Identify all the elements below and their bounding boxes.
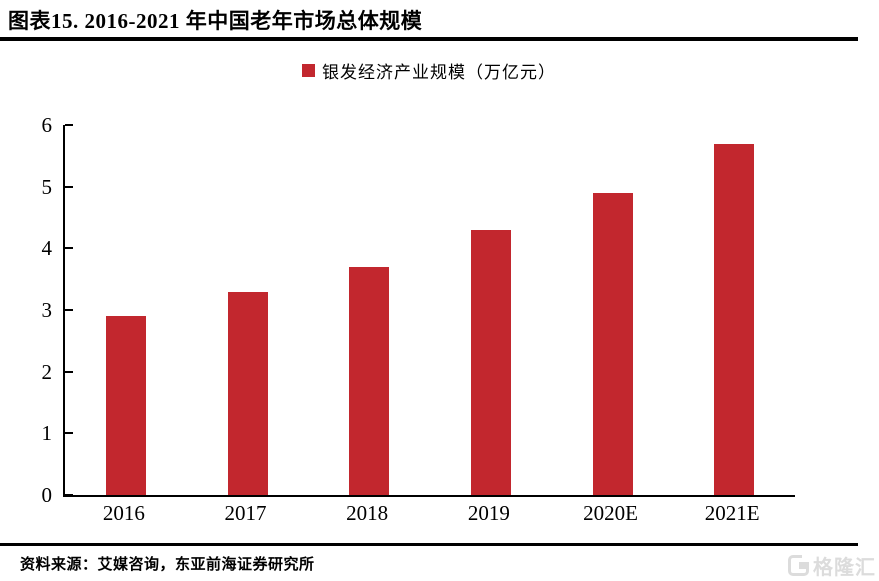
bar-2021E: [714, 143, 755, 495]
watermark-label: 格隆汇: [813, 557, 876, 579]
y-axis-tick-label: 6: [41, 113, 53, 137]
bar-2019: [470, 229, 511, 495]
y-axis-tick-mark: [65, 309, 73, 311]
bar-2018: [349, 266, 390, 495]
x-axis-tick-label: 2018: [346, 501, 389, 525]
y-axis-tick-label: 3: [41, 298, 53, 322]
y-axis-tick-mark: [65, 124, 73, 126]
figure-title: 图表15. 2016-2021 年中国老年市场总体规模: [8, 9, 423, 33]
x-axis-tick-label: 2016: [102, 501, 145, 525]
watermark: 格隆汇: [788, 551, 876, 580]
y-axis-tick-label: 4: [41, 236, 53, 261]
x-axis-tick-label: 2020E: [583, 501, 638, 525]
y-axis-tick-mark: [65, 247, 73, 250]
y-axis-tick-label: 5: [41, 174, 53, 199]
x-axis-tick-label: 2021E: [704, 501, 760, 525]
bar-series: [65, 125, 795, 495]
legend-swatch-icon: [302, 64, 315, 77]
bar-2017: [227, 291, 268, 495]
gelonghui-logo-bar: [799, 562, 807, 569]
y-axis-tick-label: 2: [41, 359, 53, 384]
footer-divider: [0, 543, 858, 546]
plot-area: [63, 124, 795, 497]
x-axis-tick-label: 2019: [467, 501, 510, 525]
gelonghui-logo-icon: [788, 555, 809, 576]
gelonghui-logo-notch: [802, 555, 809, 562]
y-axis-tick-mark: [65, 370, 73, 373]
y-axis-tick-mark: [65, 494, 73, 496]
y-axis-tick-label: 1: [41, 421, 53, 446]
x-axis-labels: 2016 2017 2018 2019 2020E 2021E: [63, 501, 793, 526]
bar-2020E: [592, 192, 633, 495]
bar-2016: [105, 316, 146, 495]
y-axis-tick-mark: [65, 432, 73, 435]
bar-slot-2019: [430, 125, 552, 495]
y-axis-tick-label: 0: [41, 483, 53, 507]
bar-slot-2018: [308, 125, 430, 495]
y-axis-labels: 0 1 2 3 4 5 6: [0, 113, 53, 507]
title-divider: [0, 37, 858, 41]
x-axis-tick-label: 2017: [224, 501, 267, 525]
chart-legend: 银发经济产业规模（万亿元）: [0, 58, 858, 83]
bar-slot-2020E: [552, 125, 674, 495]
legend-label: 银发经济产业规模（万亿元）: [322, 63, 556, 82]
y-axis-tick-mark: [65, 185, 73, 188]
bar-slot-2016: [65, 125, 187, 495]
bar-slot-2021E: [673, 125, 795, 495]
bar-slot-2017: [187, 125, 309, 495]
source-text: 资料来源：艾媒咨询，东亚前海证券研究所: [20, 557, 315, 573]
